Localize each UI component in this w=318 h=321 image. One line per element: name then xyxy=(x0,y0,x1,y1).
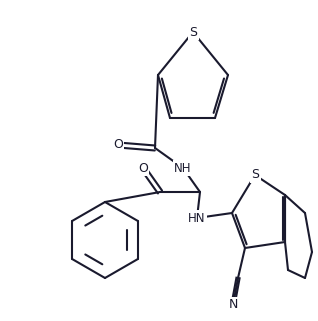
Text: HN: HN xyxy=(188,212,206,224)
Text: O: O xyxy=(138,161,148,175)
Text: S: S xyxy=(189,25,197,39)
Text: N: N xyxy=(228,299,238,311)
Text: O: O xyxy=(113,138,123,152)
Text: S: S xyxy=(251,169,259,181)
Text: NH: NH xyxy=(174,161,192,175)
